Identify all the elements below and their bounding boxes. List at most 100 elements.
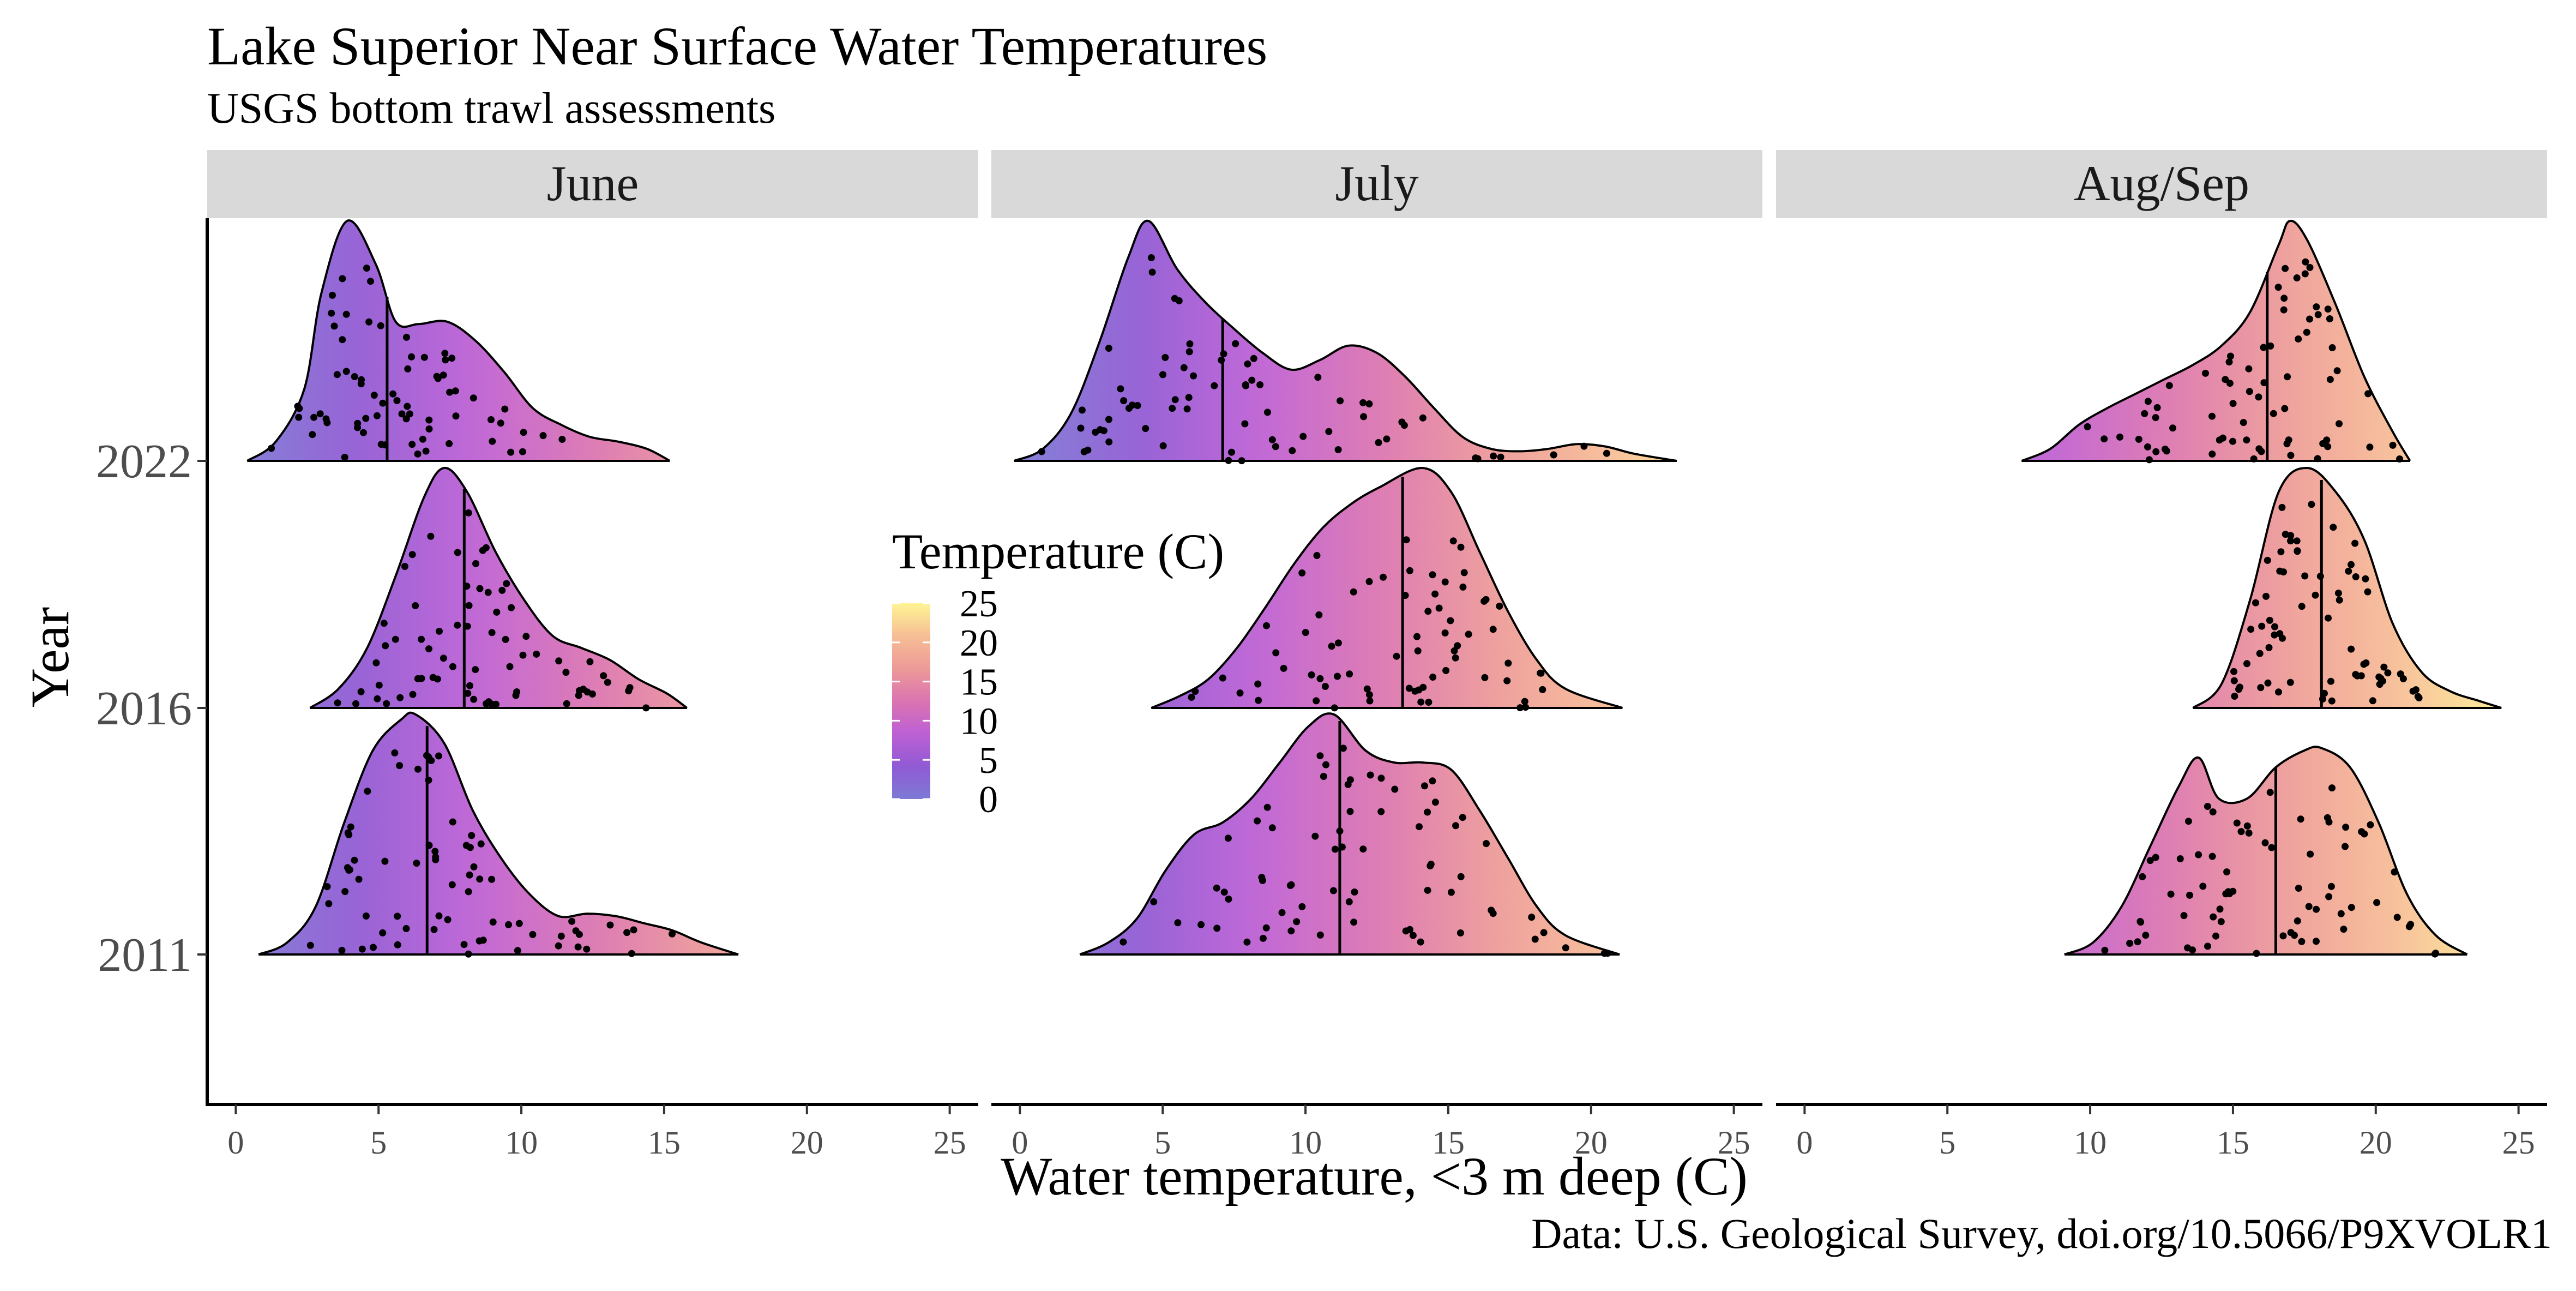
data-point [392, 635, 399, 643]
data-point [460, 941, 468, 948]
data-point [1481, 674, 1489, 681]
data-point [2167, 890, 2175, 898]
data-point [396, 694, 404, 701]
data-point [483, 700, 490, 707]
data-point [2223, 868, 2231, 876]
x-tick-label: 0 [227, 1125, 244, 1161]
data-point [2314, 455, 2321, 463]
data-point [539, 432, 547, 440]
ridge-fill [2021, 220, 2410, 461]
data-point [2153, 404, 2161, 411]
data-point [502, 635, 509, 643]
data-point [1435, 604, 1443, 612]
data-point [446, 440, 453, 447]
data-point [1421, 782, 1428, 790]
data-point [2116, 433, 2123, 441]
data-point [583, 945, 591, 953]
data-point [454, 621, 461, 629]
data-point [1148, 268, 1156, 276]
data-point [389, 390, 397, 398]
data-point [2325, 893, 2333, 900]
y-tick-label: 2016 [96, 682, 192, 735]
data-point [1414, 647, 1422, 654]
data-point [1278, 909, 1286, 916]
data-point [1336, 827, 1344, 835]
x-tick-label: 5 [1939, 1125, 1955, 1161]
data-point [519, 651, 527, 659]
data-point [1472, 454, 1479, 462]
data-point [1431, 590, 1439, 598]
data-point [1264, 409, 1271, 416]
data-point [2274, 284, 2282, 291]
data-point [2277, 548, 2285, 556]
legend-tick-label: 10 [960, 700, 998, 742]
data-point [354, 419, 362, 427]
data-point [429, 674, 437, 681]
data-point [586, 658, 594, 665]
data-point [1334, 672, 1341, 680]
data-point [2431, 950, 2439, 958]
data-point [334, 699, 341, 707]
data-point [1250, 355, 1257, 362]
data-point [1316, 752, 1324, 760]
data-point [448, 881, 456, 888]
data-point [2384, 669, 2392, 677]
data-point [1272, 443, 1279, 451]
ridge-2022 [2021, 219, 2411, 464]
data-point [404, 403, 411, 410]
data-point [2145, 456, 2153, 464]
facet-strip [1776, 150, 2547, 218]
ridge-outline [1151, 466, 1623, 709]
data-point [2240, 419, 2247, 427]
data-point [2266, 789, 2274, 796]
data-point [513, 688, 521, 695]
data-point [1263, 622, 1270, 629]
legend-tick-label: 15 [960, 662, 998, 704]
data-point [1134, 402, 1141, 409]
data-point [508, 604, 515, 611]
data-point [519, 448, 526, 455]
data-point [355, 875, 363, 883]
data-point [425, 753, 432, 761]
data-point [2313, 905, 2320, 913]
data-point [1365, 578, 1373, 585]
data-point [1365, 691, 1373, 699]
data-point [2260, 379, 2268, 387]
data-point [2199, 882, 2207, 890]
y-tick-label: 2022 [96, 435, 192, 488]
data-point [1489, 910, 1497, 917]
data-point [484, 589, 492, 596]
data-point [398, 410, 406, 418]
panel: July 0 5 10 15 20 25 [991, 150, 1762, 1161]
data-point [1424, 886, 1431, 894]
ridge-fill [2193, 468, 2502, 708]
data-point [2301, 572, 2309, 580]
data-point [2307, 850, 2314, 858]
data-point [625, 687, 633, 695]
data-point [422, 447, 430, 455]
data-point [1489, 626, 1497, 633]
data-point [1416, 823, 1423, 831]
data-point [295, 413, 303, 421]
data-point [476, 585, 484, 592]
data-point [529, 930, 537, 938]
data-point [2348, 561, 2355, 568]
data-point [1188, 694, 1195, 701]
data-point [2243, 822, 2251, 830]
data-point [2301, 270, 2309, 278]
data-point [435, 912, 443, 920]
data-point [498, 586, 506, 594]
data-point [2287, 452, 2295, 459]
data-point [2275, 688, 2282, 696]
data-point [1219, 674, 1226, 682]
data-point [1391, 785, 1399, 793]
legend-tick-label: 0 [979, 779, 998, 821]
data-point [2330, 524, 2337, 531]
data-point [404, 365, 412, 373]
data-point [2250, 455, 2258, 463]
data-point [2262, 592, 2270, 600]
data-point [533, 650, 540, 658]
data-point [1224, 834, 1232, 842]
data-point [413, 860, 420, 867]
